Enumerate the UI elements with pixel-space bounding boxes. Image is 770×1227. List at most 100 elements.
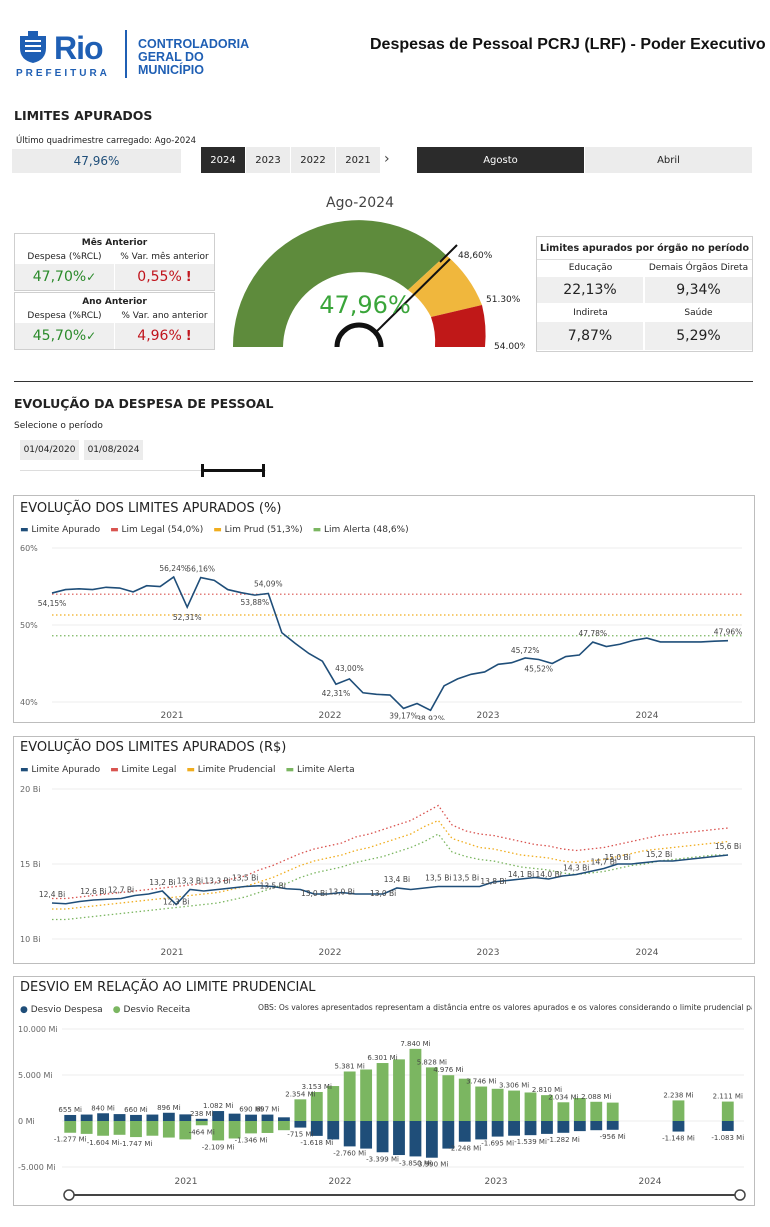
ano-anterior-col1: Despesa (%RCL) (27, 311, 102, 321)
bar-desvio-receita (508, 1090, 520, 1121)
legend-label: Limite Prudencial (197, 765, 276, 775)
scrollbar-handle-end[interactable] (734, 1189, 746, 1201)
bar-desvio-despesa (310, 1121, 323, 1136)
page-title: Despesas de Pessoal PCRJ (LRF) - Poder E… (370, 36, 766, 53)
bar-desvio-receita (672, 1100, 685, 1121)
bar-desvio-despesa (130, 1114, 142, 1121)
x-tick-label: 2021 (175, 1177, 198, 1187)
bar-desvio-despesa (278, 1117, 290, 1121)
bar-desvio-despesa (179, 1114, 192, 1121)
data-label: 56,24% (159, 564, 188, 573)
gauge-prud-label: 51.30% (486, 295, 521, 305)
bar-desvio-receita (524, 1092, 537, 1121)
period-slider-range[interactable] (202, 469, 264, 472)
orgaos-title: Limites apurados por órgão no período (537, 237, 752, 260)
series-line (52, 819, 729, 910)
legend-item[interactable]: ▬ Lim Alerta (48,6%) (312, 525, 409, 535)
legend-item[interactable]: ▬ Limite Prudencial (186, 765, 276, 775)
period-tab-agosto[interactable]: Agosto (417, 147, 584, 173)
bar-desvio-receita (310, 1091, 323, 1121)
bar-desvio-receita (557, 1102, 570, 1121)
exclamation-icon: ! (185, 328, 192, 344)
bar-desvio-despesa (327, 1121, 340, 1140)
scrollbar-handle-start[interactable] (63, 1189, 75, 1201)
mes-anterior-value: 47,70% (32, 269, 87, 285)
data-label: 660 Mi (124, 1106, 148, 1114)
legend-item[interactable]: ▬ Lim Prud (51,3%) (213, 525, 303, 535)
year-tab-2021[interactable]: 2021 (336, 147, 380, 173)
data-label: -1.539 Mi (514, 1138, 547, 1146)
year-tab-2024[interactable]: 2024 (201, 147, 245, 173)
orgao-label-indireta: Indireta (573, 308, 608, 318)
bar-desvio-receita (146, 1121, 159, 1136)
data-label: 5.828 Mi (417, 1058, 447, 1066)
data-label: 1.082 Mi (203, 1102, 233, 1110)
bar-desvio-receita (261, 1121, 274, 1133)
data-label: 7.840 Mi (400, 1040, 430, 1048)
end-date-input[interactable]: 01/08/2024 (84, 440, 143, 460)
period-slider-track (20, 470, 266, 471)
bar-desvio-receita (475, 1086, 488, 1121)
legend-item[interactable]: ▬ Limite Apurado (20, 765, 101, 775)
gauge-needle (374, 258, 451, 334)
gauge-chart: 47,96% 48,60% 51.30% 54.00% (232, 220, 525, 352)
x-tick-label: 2024 (636, 948, 659, 958)
legend-item[interactable]: ▬ Limite Alerta (285, 765, 355, 775)
chart-desvio-note: OBS: Os valores apresentados representam… (258, 1003, 752, 1012)
legend-item[interactable]: ● Desvio Receita (112, 1005, 191, 1015)
orgao-value-indireta: 7,87% (537, 322, 643, 350)
period-tab-abril[interactable]: Abril (585, 147, 752, 173)
data-label: 5.381 Mi (335, 1062, 365, 1070)
year-tab-2022[interactable]: 2022 (291, 147, 335, 173)
bar-desvio-despesa (360, 1121, 373, 1149)
data-label: -1.604 Mi (87, 1139, 120, 1147)
section-divider (14, 381, 753, 382)
mes-anterior-var: 0,55% (137, 269, 182, 285)
data-label: 3.306 Mi (499, 1082, 529, 1090)
cgm-line2: GERAL DO (138, 50, 204, 64)
data-label: 15,2 Bi (646, 850, 672, 859)
crest-icon (20, 31, 46, 63)
start-date-input[interactable]: 01/04/2020 (20, 440, 79, 460)
data-label: 13,0 Bi (370, 889, 396, 898)
legend-item[interactable]: ● Desvio Despesa (20, 1005, 103, 1015)
bar-desvio-receita (294, 1099, 307, 1121)
mes-anterior-card: Mês Anterior Despesa (%RCL) % Var. mês a… (14, 233, 215, 291)
year-tab-2023[interactable]: 2023 (246, 147, 290, 173)
bar-desvio-despesa (146, 1114, 159, 1121)
chevron-right-icon[interactable]: › (384, 151, 390, 167)
y-tick-label: 50% (20, 621, 38, 630)
cgm-logo: CONTROLADORIA GERAL DO MUNICÍPIO (138, 38, 249, 77)
period-slider-handle-start[interactable] (201, 464, 204, 477)
data-label: 14,0 Bi (535, 870, 561, 879)
series-line (51, 575, 729, 712)
mes-anterior-var-cell: 0,55%! (115, 264, 214, 290)
data-label: -715 Mi (287, 1131, 313, 1139)
bar-desvio-receita (80, 1121, 93, 1134)
bar-desvio-receita (97, 1121, 110, 1136)
data-label: 2.034 Mi (548, 1093, 578, 1101)
bar-desvio-despesa (491, 1121, 504, 1137)
series-line (52, 833, 728, 921)
bar-desvio-receita (721, 1101, 734, 1121)
legend-label: Lim Legal (54,0%) (121, 525, 204, 535)
bar-desvio-despesa (343, 1121, 356, 1147)
y-tick-label: -5.000 Mi (18, 1163, 55, 1172)
check-icon: ✓ (86, 270, 97, 284)
data-label: 6.301 Mi (367, 1054, 397, 1062)
legend-item[interactable]: ▬ Limite Apurado (20, 525, 101, 535)
data-label: -956 Mi (600, 1133, 626, 1141)
legend-item[interactable]: ▬ Lim Legal (54,0%) (110, 525, 204, 535)
data-label: -1.747 Mi (120, 1140, 153, 1148)
bar-desvio-despesa (557, 1121, 570, 1133)
period-slider-handle-end[interactable] (262, 464, 265, 477)
data-label: 2.238 Mi (663, 1091, 693, 1099)
chart-desvio-panel: DESVIO EM RELAÇÃO AO LIMITE PRUDENCIAL ●… (13, 976, 755, 1206)
y-tick-label: 40% (20, 698, 38, 707)
data-label: 43,00% (335, 664, 364, 673)
chart-percent-legend: ▬ Limite Apurado ▬ Lim Legal (54,0%) ▬ L… (20, 525, 409, 535)
legend-item[interactable]: ▬ Limite Legal (110, 765, 177, 775)
data-label: -1.618 Mi (300, 1139, 333, 1147)
y-tick-label: 15 Bi (20, 860, 40, 869)
mes-anterior-col2: % Var. mês anterior (120, 252, 209, 262)
